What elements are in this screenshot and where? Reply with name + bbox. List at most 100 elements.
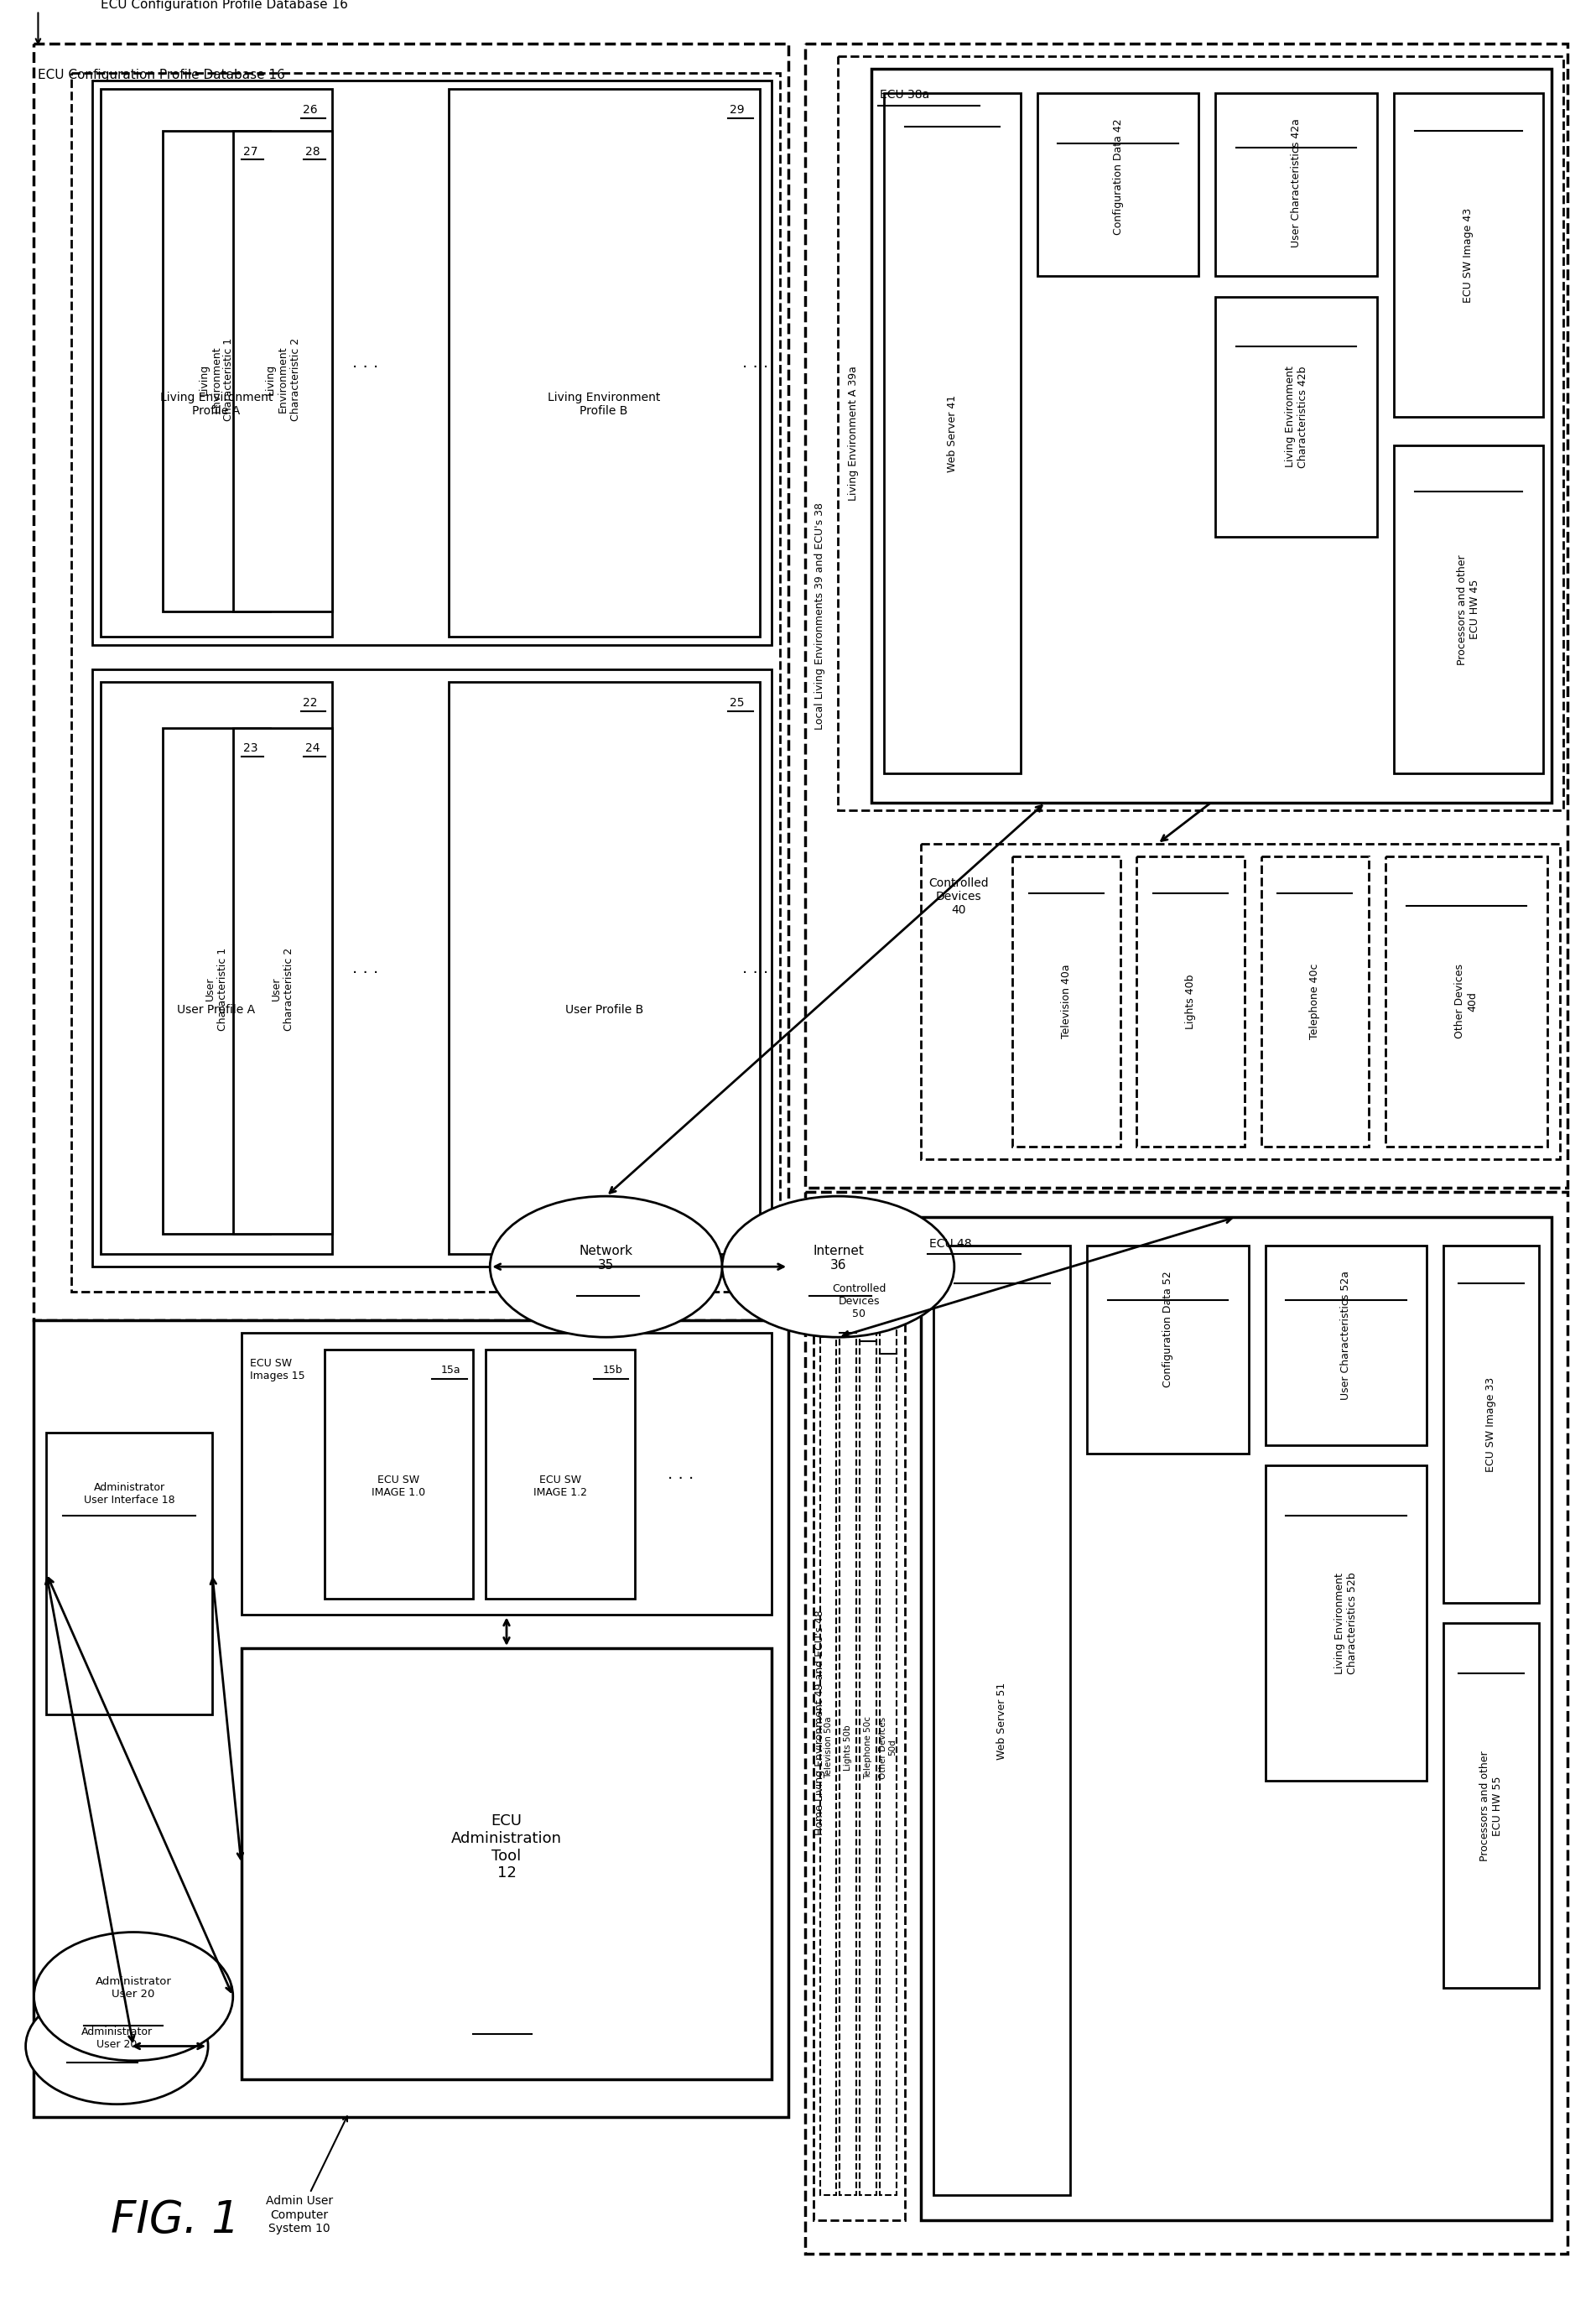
Text: Living Environment
Characteristics 42b: Living Environment Characteristics 42b bbox=[1285, 366, 1309, 468]
Text: Television 50a: Television 50a bbox=[824, 1718, 833, 1778]
Text: 29: 29 bbox=[729, 104, 744, 116]
Bar bbox=[1385, 857, 1547, 1146]
Text: ECU SW Image 43: ECU SW Image 43 bbox=[1464, 208, 1473, 303]
Bar bbox=[839, 1299, 857, 2195]
Text: Controlled
Devices
40: Controlled Devices 40 bbox=[929, 877, 988, 917]
Text: 27: 27 bbox=[243, 146, 259, 157]
Bar bbox=[884, 93, 1020, 773]
Bar bbox=[34, 44, 788, 1320]
Bar bbox=[804, 44, 1567, 1188]
Bar bbox=[860, 1299, 876, 2195]
Bar bbox=[879, 1299, 897, 2195]
Text: Web Server 41: Web Server 41 bbox=[946, 394, 958, 472]
Text: User Characteristics 52a: User Characteristics 52a bbox=[1341, 1271, 1352, 1401]
Bar bbox=[1037, 93, 1199, 275]
Text: ECU 48: ECU 48 bbox=[929, 1239, 972, 1250]
Bar bbox=[241, 1648, 772, 2079]
Text: Administrator
User Interface 18: Administrator User Interface 18 bbox=[83, 1482, 176, 1505]
Text: ECU
Administration
Tool
12: ECU Administration Tool 12 bbox=[452, 1813, 562, 1880]
Text: User Characteristics 42a: User Characteristics 42a bbox=[1291, 118, 1302, 248]
Text: Living Environment
Profile A: Living Environment Profile A bbox=[160, 391, 273, 417]
Ellipse shape bbox=[26, 1989, 207, 2104]
Bar bbox=[1261, 857, 1369, 1146]
Text: 23: 23 bbox=[243, 743, 259, 755]
Text: Home Living Environment 49 and ECU's 48: Home Living Environment 49 and ECU's 48 bbox=[814, 1609, 825, 1836]
Bar bbox=[1443, 1623, 1539, 1989]
Bar bbox=[34, 1320, 788, 2116]
Bar bbox=[921, 1218, 1551, 2220]
Bar bbox=[233, 727, 332, 1234]
Bar bbox=[1393, 93, 1543, 417]
Bar bbox=[1266, 1245, 1427, 1445]
Bar bbox=[871, 69, 1551, 803]
Text: Living Environment
Characteristics 52b: Living Environment Characteristics 52b bbox=[1334, 1572, 1358, 1674]
Text: User Profile B: User Profile B bbox=[565, 1005, 643, 1016]
Text: Other Devices
40d: Other Devices 40d bbox=[1454, 963, 1478, 1039]
Text: ECU SW
Images 15: ECU SW Images 15 bbox=[249, 1359, 305, 1382]
Text: Configuration Data 52: Configuration Data 52 bbox=[1162, 1271, 1173, 1387]
Bar bbox=[485, 1350, 635, 1597]
Bar bbox=[804, 1192, 1567, 2252]
Bar bbox=[1393, 447, 1543, 773]
Bar bbox=[838, 56, 1564, 810]
Bar bbox=[1136, 857, 1245, 1146]
Text: User
Characteristic 1: User Characteristic 1 bbox=[204, 947, 228, 1030]
Text: Lights 50b: Lights 50b bbox=[844, 1725, 852, 1771]
Ellipse shape bbox=[721, 1197, 954, 1338]
Text: 15b: 15b bbox=[603, 1364, 622, 1375]
Text: . . .: . . . bbox=[667, 1465, 694, 1482]
Text: Admin User
Computer
System 10: Admin User Computer System 10 bbox=[265, 2116, 348, 2234]
Text: Living Environment
Profile B: Living Environment Profile B bbox=[547, 391, 661, 417]
Bar bbox=[163, 130, 270, 611]
Text: 26: 26 bbox=[303, 104, 318, 116]
Bar bbox=[93, 81, 772, 646]
Bar bbox=[233, 130, 332, 611]
Ellipse shape bbox=[34, 1933, 233, 2060]
Text: Telephone 50c: Telephone 50c bbox=[863, 1715, 873, 1780]
Text: ECU SW
IMAGE 1.0: ECU SW IMAGE 1.0 bbox=[372, 1475, 426, 1498]
Bar bbox=[448, 90, 760, 637]
Text: Processors and other
ECU HW 55: Processors and other ECU HW 55 bbox=[1479, 1750, 1503, 1861]
Text: Other Devices
50d: Other Devices 50d bbox=[879, 1715, 897, 1778]
Text: Television 40a: Television 40a bbox=[1061, 963, 1071, 1039]
Bar bbox=[814, 1218, 905, 2220]
Text: Administrator
User 20: Administrator User 20 bbox=[81, 2026, 153, 2049]
Text: ECU SW
IMAGE 1.2: ECU SW IMAGE 1.2 bbox=[533, 1475, 587, 1498]
Bar bbox=[241, 1333, 772, 1616]
Bar bbox=[448, 683, 760, 1255]
Text: User Profile A: User Profile A bbox=[177, 1005, 255, 1016]
Text: Internet
36: Internet 36 bbox=[812, 1245, 863, 1271]
Bar bbox=[72, 72, 780, 1292]
Bar bbox=[934, 1245, 1071, 2195]
Text: Web Server 51: Web Server 51 bbox=[996, 1683, 1007, 1759]
Text: . . .: . . . bbox=[353, 961, 378, 977]
Text: Administrator
User 20: Administrator User 20 bbox=[96, 1977, 171, 2000]
Text: 28: 28 bbox=[305, 146, 321, 157]
Text: Network
35: Network 35 bbox=[579, 1245, 634, 1271]
Text: ECU Configuration Profile Database 16: ECU Configuration Profile Database 16 bbox=[38, 69, 286, 81]
Bar bbox=[820, 1299, 836, 2195]
Text: Telephone 40c: Telephone 40c bbox=[1309, 963, 1320, 1039]
Bar bbox=[101, 90, 332, 637]
Text: 24: 24 bbox=[305, 743, 321, 755]
Text: ECU Configuration Profile Database 16: ECU Configuration Profile Database 16 bbox=[101, 0, 348, 12]
Bar bbox=[1216, 296, 1377, 537]
Bar bbox=[1087, 1245, 1248, 1454]
Bar bbox=[1216, 93, 1377, 275]
Bar bbox=[163, 727, 270, 1234]
Bar bbox=[1443, 1245, 1539, 1602]
Text: . . .: . . . bbox=[742, 961, 768, 977]
Bar bbox=[93, 669, 772, 1266]
Bar bbox=[1266, 1465, 1427, 1780]
Text: . . .: . . . bbox=[742, 354, 768, 370]
Text: Controlled
Devices
50: Controlled Devices 50 bbox=[832, 1283, 886, 1320]
Bar bbox=[101, 683, 332, 1255]
Text: ECU SW Image 33: ECU SW Image 33 bbox=[1486, 1377, 1497, 1472]
Text: User
Characteristic 2: User Characteristic 2 bbox=[271, 947, 294, 1030]
Text: 25: 25 bbox=[729, 697, 744, 708]
Bar bbox=[1012, 857, 1120, 1146]
Text: Lights 40b: Lights 40b bbox=[1186, 975, 1195, 1028]
Bar bbox=[46, 1433, 212, 1715]
Text: Configuration Data 42: Configuration Data 42 bbox=[1112, 118, 1124, 234]
Text: Processors and other
ECU HW 45: Processors and other ECU HW 45 bbox=[1457, 553, 1479, 664]
